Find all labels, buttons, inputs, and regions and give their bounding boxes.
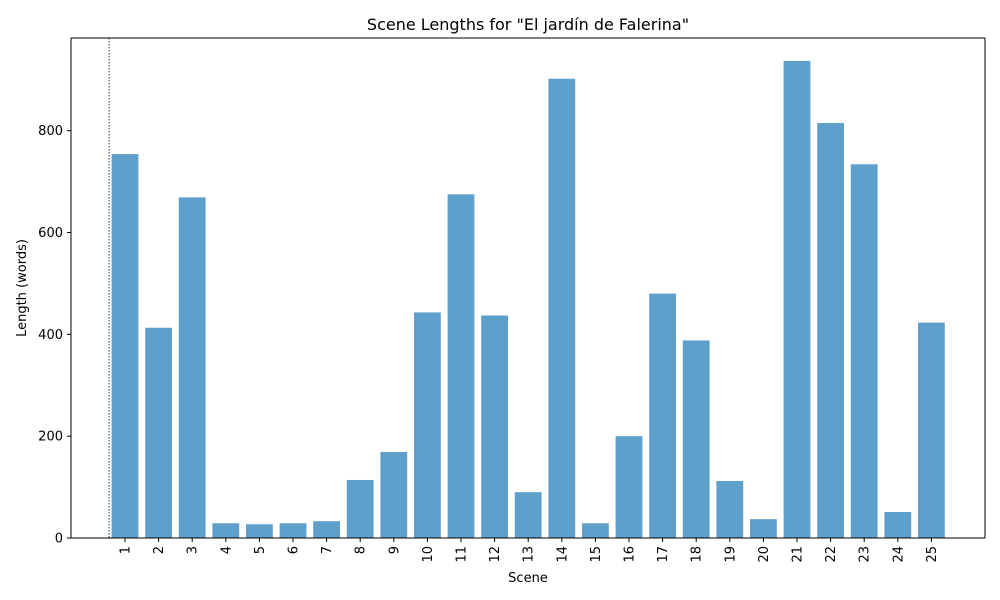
bar-scene-13	[514, 492, 542, 538]
bar-scene-22	[817, 123, 844, 538]
bar-scene-7	[313, 521, 340, 538]
bar-scene-12	[481, 315, 508, 538]
x-tick-label: 4	[219, 546, 234, 554]
bar-scene-4	[212, 523, 240, 538]
bar-scene-1	[111, 154, 139, 539]
bar-scene-6	[279, 523, 307, 538]
bar-scene-14	[548, 78, 576, 538]
bar-scene-11	[447, 194, 475, 538]
x-tick-label: 12	[488, 546, 503, 563]
y-tick-label: 600	[38, 226, 63, 241]
x-tick-label: 6	[287, 546, 302, 554]
bars-group	[111, 60, 945, 539]
x-tick-label: 5	[253, 546, 268, 554]
x-tick-label: 7	[320, 546, 335, 554]
x-tick-label: 20	[757, 546, 772, 563]
x-axis-label: Scene	[508, 571, 548, 586]
x-tick-label: 18	[690, 546, 705, 563]
plot-frame	[70, 37, 986, 539]
x-tick-label: 1	[119, 546, 134, 554]
bar-scene-24	[884, 512, 912, 538]
bar-scene-20	[750, 519, 777, 538]
bar-scene-23	[850, 164, 878, 538]
bar-scene-15	[582, 523, 609, 538]
x-tick-label: 19	[723, 546, 738, 563]
y-axis-label: Length (words)	[15, 239, 30, 337]
x-tick-label: 3	[186, 546, 201, 554]
bar-scene-16	[615, 436, 643, 538]
x-tick-label: 14	[555, 546, 570, 563]
bar-scene-5	[246, 524, 273, 538]
bar-scene-3	[178, 197, 206, 538]
x-tick-label: 15	[589, 546, 604, 563]
y-tick-label: 400	[38, 328, 63, 343]
x-tick-label: 8	[354, 546, 369, 554]
y-tick-label: 200	[38, 430, 63, 445]
x-tick-label: 24	[891, 546, 906, 563]
x-tick-label: 9	[387, 546, 402, 554]
bar-scene-25	[918, 322, 945, 538]
x-tick-label: 2	[152, 546, 167, 554]
x-tick-label: 16	[623, 546, 638, 563]
x-tick-label: 17	[656, 546, 671, 563]
y-axis: 0 200 400 600 800	[38, 124, 71, 547]
y-tick-label: 0	[55, 532, 63, 547]
bar-scene-19	[716, 480, 744, 538]
x-tick-label: 11	[455, 546, 470, 563]
y-tick-label: 800	[38, 124, 63, 139]
x-tick-label: 13	[522, 546, 537, 563]
bar-scene-10	[414, 312, 441, 538]
bar-scene-2	[145, 327, 172, 538]
bar-scene-9	[380, 451, 408, 538]
bar-scene-8	[346, 479, 374, 538]
x-tick-label: 21	[791, 546, 806, 563]
bar-scene-21	[783, 60, 811, 539]
x-tick-label: 10	[421, 546, 436, 563]
x-axis: 1 2 3 4 5 6 7 8 9 10 11 12 13 14 15 16 17 18 19 20 21 22 23 24 2…	[119, 538, 940, 563]
x-tick-label: 23	[858, 546, 873, 563]
bar-scene-18	[682, 340, 710, 538]
bar-scene-17	[649, 293, 676, 538]
x-tick-label: 25	[925, 546, 940, 563]
chart-title: Scene Lengths for "El jardín de Falerina…	[367, 15, 689, 34]
x-tick-label: 22	[824, 546, 839, 563]
